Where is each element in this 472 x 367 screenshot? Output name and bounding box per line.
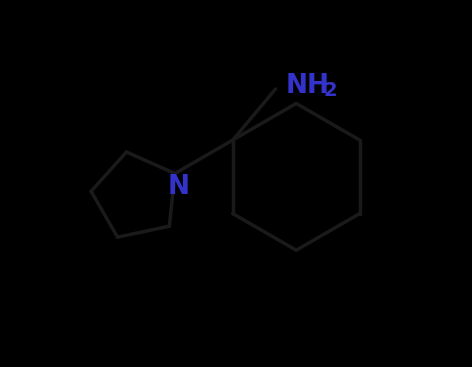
Text: NH: NH <box>286 73 329 99</box>
Text: N: N <box>167 174 189 200</box>
Text: 2: 2 <box>324 81 337 100</box>
